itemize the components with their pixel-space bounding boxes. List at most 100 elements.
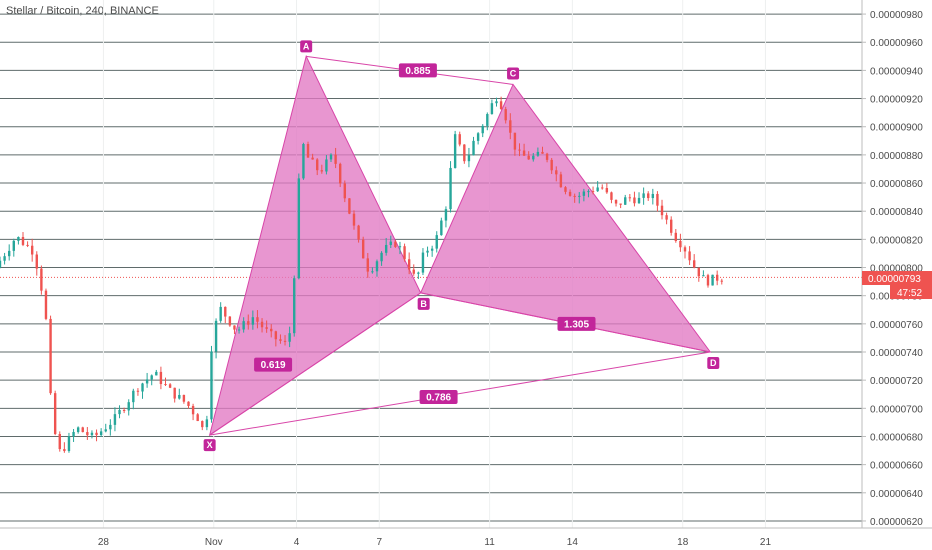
pattern-point-badge <box>300 40 313 53</box>
candle-body <box>279 339 282 341</box>
candle-body <box>251 317 255 325</box>
pattern-triangle-xab[interactable] <box>208 54 422 437</box>
y-tick-label: 0.00000660 <box>870 461 923 472</box>
harmonic-pattern[interactable] <box>208 54 712 437</box>
candle-body <box>633 197 636 204</box>
bar-countdown: 47:52 <box>897 288 922 299</box>
candle-body <box>311 157 314 160</box>
candle-body <box>665 215 668 220</box>
y-tick-label: 0.00000960 <box>870 38 923 49</box>
candle-body <box>715 274 719 281</box>
x-tick-label: 4 <box>294 537 300 548</box>
candle-body <box>3 256 6 261</box>
pattern-point-label: A <box>303 41 310 51</box>
candle-body <box>670 219 673 233</box>
y-tick-label: 0.00000680 <box>870 432 923 443</box>
candle-body <box>403 246 406 260</box>
candle-body <box>527 155 530 160</box>
candle-body <box>155 371 158 376</box>
y-tick-label: 0.00000980 <box>870 10 923 21</box>
candle-body <box>270 328 273 332</box>
candle-body <box>550 159 553 171</box>
candle-body <box>458 134 461 145</box>
ratio-badge <box>398 63 437 78</box>
candle-body <box>564 187 567 192</box>
candle-body <box>242 321 245 330</box>
y-tick-label: 0.00000620 <box>870 517 923 528</box>
candle-body <box>168 384 172 388</box>
candle-body <box>371 271 374 273</box>
candle-body <box>343 183 346 199</box>
candle-body <box>178 394 181 399</box>
y-tick-label: 0.00000880 <box>870 151 923 162</box>
candle-body <box>426 250 429 253</box>
candle-body <box>113 414 117 425</box>
candle-body <box>610 192 613 200</box>
last-price-value: 0.00000793 <box>868 274 921 285</box>
candle-body <box>233 325 236 330</box>
candle-body <box>7 250 11 257</box>
candle-body <box>522 150 526 156</box>
price-axis[interactable]: 0.00000620 0.00000640 0.00000660 0.00000680… <box>862 10 923 528</box>
y-tick-label: 0.00000760 <box>870 320 923 331</box>
candle-body <box>688 251 691 261</box>
candle-body <box>63 449 66 452</box>
candle-body <box>0 260 2 268</box>
pattern-point-badge <box>707 357 720 369</box>
candle-body <box>81 427 84 433</box>
candle-body <box>136 390 140 392</box>
candle-body <box>486 114 489 126</box>
candle-body <box>201 421 204 428</box>
candle-body <box>490 103 494 115</box>
candle-body <box>692 260 696 268</box>
x-tick-label: 14 <box>567 537 579 548</box>
y-tick-label: 0.00000800 <box>870 264 923 275</box>
candle-body <box>104 429 107 432</box>
candle-body <box>297 178 301 279</box>
candle-body <box>711 274 714 286</box>
candle-body <box>407 259 411 270</box>
candle-body <box>150 375 153 380</box>
candle-body <box>53 393 57 434</box>
y-tick-label: 0.00000860 <box>870 179 923 190</box>
candle-body <box>417 272 420 274</box>
countdown-badge-bg <box>890 285 932 299</box>
candle-body <box>205 419 209 428</box>
candles-layer <box>0 96 723 453</box>
pattern-point-badge <box>507 67 520 80</box>
candle-body <box>720 280 723 282</box>
pattern-point-label: X <box>207 440 213 450</box>
candle-body <box>191 405 195 415</box>
last-price-badge-bg <box>862 271 932 285</box>
candle-body <box>674 232 678 241</box>
candle-body <box>614 199 618 204</box>
ratio-label: 0.786 <box>426 393 451 404</box>
x-tick-label: 21 <box>760 537 772 548</box>
candle-body <box>476 133 480 141</box>
candle-body <box>532 155 535 160</box>
candle-body <box>159 371 163 385</box>
candle-body <box>596 187 599 192</box>
ratio-label: 0.619 <box>261 360 286 371</box>
candle-body <box>389 241 392 245</box>
candle-body <box>536 151 540 156</box>
candle-body <box>173 387 176 399</box>
time-axis[interactable]: 28 Nov 4 7 11 14 18 21 <box>98 537 772 548</box>
y-tick-label: 0.00000940 <box>870 66 923 77</box>
ratio-line-xb[interactable] <box>209 292 421 436</box>
candle-body <box>40 268 43 291</box>
candle-body <box>283 340 287 342</box>
ratio-label: 0.885 <box>405 66 430 77</box>
ratio-line-xd[interactable] <box>209 351 711 436</box>
candle-body <box>145 379 149 384</box>
x-tick-label: 7 <box>376 537 382 548</box>
candle-body <box>265 327 268 329</box>
y-tick-label: 0.00000840 <box>870 207 923 218</box>
candle-body <box>21 237 25 245</box>
candle-body <box>582 191 586 196</box>
pattern-point-badge <box>417 297 430 310</box>
candle-body <box>545 153 549 160</box>
candle-body <box>605 188 609 193</box>
candle-body <box>642 193 645 198</box>
